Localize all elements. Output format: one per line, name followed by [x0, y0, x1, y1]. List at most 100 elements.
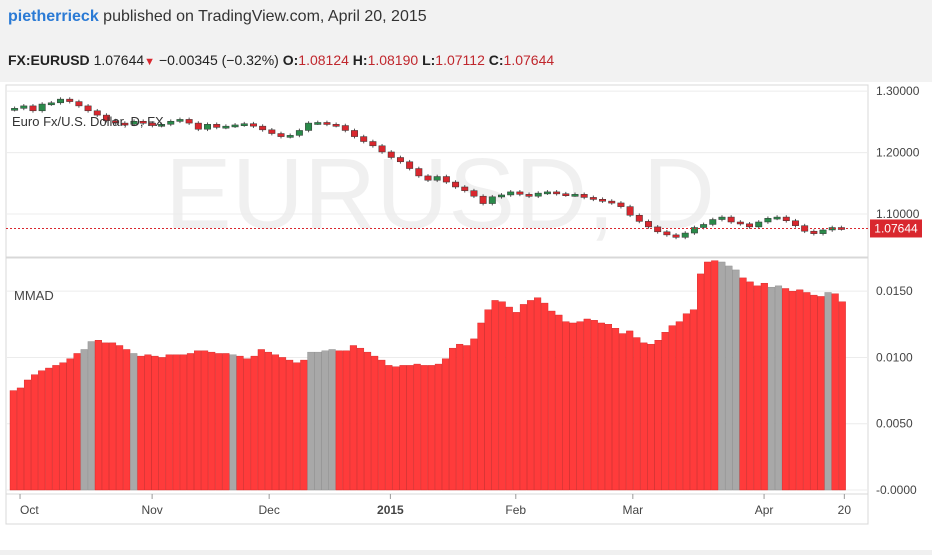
candle-body	[442, 176, 450, 183]
chart-svg[interactable]: EURUSD, D Euro Fx/U.S. Dollar, D, FX 1.3…	[0, 82, 932, 550]
mmad-bar	[541, 302, 549, 491]
mmad-bar	[307, 351, 315, 491]
mmad-bar	[9, 390, 17, 491]
mmad-bar	[512, 312, 520, 491]
mmad-bar	[612, 328, 620, 491]
candle-body	[663, 231, 671, 236]
mmad-tick: -0.0000	[876, 483, 917, 497]
candle-body	[259, 125, 267, 131]
mmad-bar	[250, 355, 258, 491]
mmad-bar	[420, 365, 428, 491]
candle-body	[736, 221, 744, 225]
candle-body	[507, 191, 515, 196]
publish-line: pietherrieck published on TradingView.co…	[8, 8, 427, 26]
mmad-bar	[767, 286, 775, 491]
mmad-bar	[774, 285, 783, 491]
mmad-bar	[342, 350, 350, 491]
candle-body	[773, 216, 781, 220]
price-grid	[6, 90, 868, 215]
mmad-bar	[753, 285, 761, 491]
mmad-bar	[349, 345, 357, 491]
mmad-bar	[704, 261, 712, 491]
mmad-bar	[23, 379, 32, 491]
mmad-bar	[576, 321, 584, 491]
mmad-bar	[668, 325, 676, 491]
candle-body	[387, 151, 395, 158]
ohlc-close-value: 1.07644	[503, 52, 555, 68]
candle-body	[727, 216, 735, 223]
candle-body	[360, 136, 368, 142]
price-pane-frame	[5, 84, 869, 258]
candle-body	[764, 218, 772, 223]
candle-body	[424, 175, 432, 181]
mmad-bar	[434, 363, 442, 491]
mmad-bar	[604, 324, 613, 491]
mmad-bar	[838, 301, 846, 491]
last-price: 1.07644	[93, 52, 145, 68]
price-axis: 1.30000 1.20000 1.10000 1.07644	[870, 84, 922, 238]
price-pane[interactable]: EURUSD, D Euro Fx/U.S. Dollar, D, FX 1.3…	[5, 84, 922, 258]
candle-body	[626, 206, 634, 216]
mmad-bar	[796, 289, 804, 491]
mmad-bar	[271, 354, 280, 491]
mmad-bar	[633, 337, 641, 491]
mmad-bar	[597, 322, 605, 491]
x-tick: Oct	[20, 503, 39, 517]
candle-body	[562, 193, 570, 196]
mmad-bar	[782, 288, 790, 491]
candle-body	[295, 130, 303, 136]
candle-body	[20, 105, 28, 109]
candle-body	[498, 194, 505, 198]
mmad-bar	[519, 304, 527, 491]
mmad-bar	[293, 362, 301, 491]
mmad-bar	[94, 340, 102, 491]
ohlc-open-value: 1.08124	[298, 52, 349, 68]
mmad-bar	[505, 306, 513, 491]
candle-body	[139, 120, 147, 124]
candle-body	[553, 191, 561, 195]
author-link[interactable]: pietherrieck	[8, 8, 99, 25]
watermark: EURUSD, D	[165, 138, 715, 250]
mmad-tick: 0.0050	[876, 417, 913, 431]
candle-body	[608, 200, 616, 204]
mmad-bar	[66, 358, 74, 491]
mmad-bar	[286, 359, 294, 491]
mmad-bar	[236, 355, 244, 491]
candle-body	[176, 119, 184, 122]
mmad-bar	[831, 293, 839, 491]
mmad-bar	[194, 350, 202, 491]
mmad-bar	[151, 355, 159, 491]
candle-body	[240, 123, 248, 126]
mmad-label: MMAD	[14, 288, 54, 303]
candle-body	[213, 124, 221, 128]
candle-body	[599, 199, 607, 202]
candle-body	[672, 234, 680, 238]
ohlc-open-label: O:	[282, 52, 299, 68]
mmad-bar	[746, 281, 754, 491]
chart-area[interactable]: EURUSD, D Euro Fx/U.S. Dollar, D, FX 1.3…	[0, 82, 932, 550]
mmad-bar	[689, 309, 698, 491]
candle-body	[57, 98, 64, 104]
mmad-bar	[215, 353, 223, 491]
mmad-bar	[356, 347, 365, 491]
mmad-bar	[548, 310, 556, 491]
candle-body	[433, 176, 441, 181]
mmad-bar	[314, 351, 322, 491]
series-label: Euro Fx/U.S. Dollar, D, FX	[12, 114, 164, 129]
mmad-bar	[385, 365, 393, 491]
mmad-bar	[165, 354, 173, 491]
candle-body	[323, 122, 331, 125]
mmad-bar	[16, 387, 24, 491]
mmad-bar	[562, 321, 570, 491]
candle-body	[102, 114, 110, 121]
mmad-bar	[491, 300, 499, 491]
mmad-bar	[31, 374, 39, 491]
mmad-bar	[364, 351, 372, 491]
mmad-bar	[172, 354, 180, 491]
mmad-bar	[130, 353, 138, 491]
mmad-pane[interactable]: MMAD 0.0150 0.0100 0.0050 -0.0000	[5, 257, 917, 497]
price-tick: 1.10000	[876, 207, 920, 221]
mmad-bar	[101, 342, 109, 491]
x-tick: Mar	[622, 503, 643, 517]
candle-body	[580, 194, 588, 198]
